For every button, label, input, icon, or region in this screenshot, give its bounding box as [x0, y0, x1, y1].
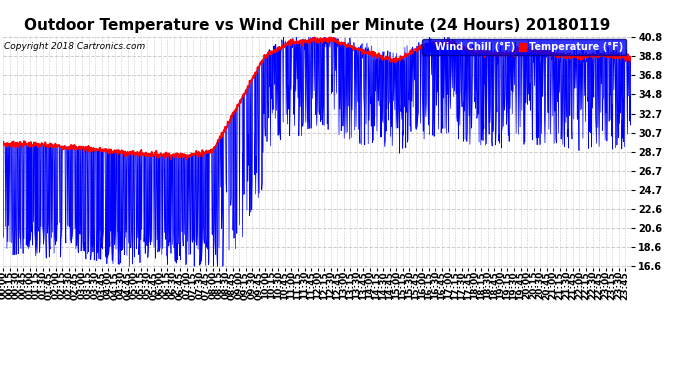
Title: Outdoor Temperature vs Wind Chill per Minute (24 Hours) 20180119: Outdoor Temperature vs Wind Chill per Mi… [24, 18, 611, 33]
Legend: Wind Chill (°F), Temperature (°F): Wind Chill (°F), Temperature (°F) [422, 39, 627, 55]
Text: Copyright 2018 Cartronics.com: Copyright 2018 Cartronics.com [4, 42, 146, 51]
